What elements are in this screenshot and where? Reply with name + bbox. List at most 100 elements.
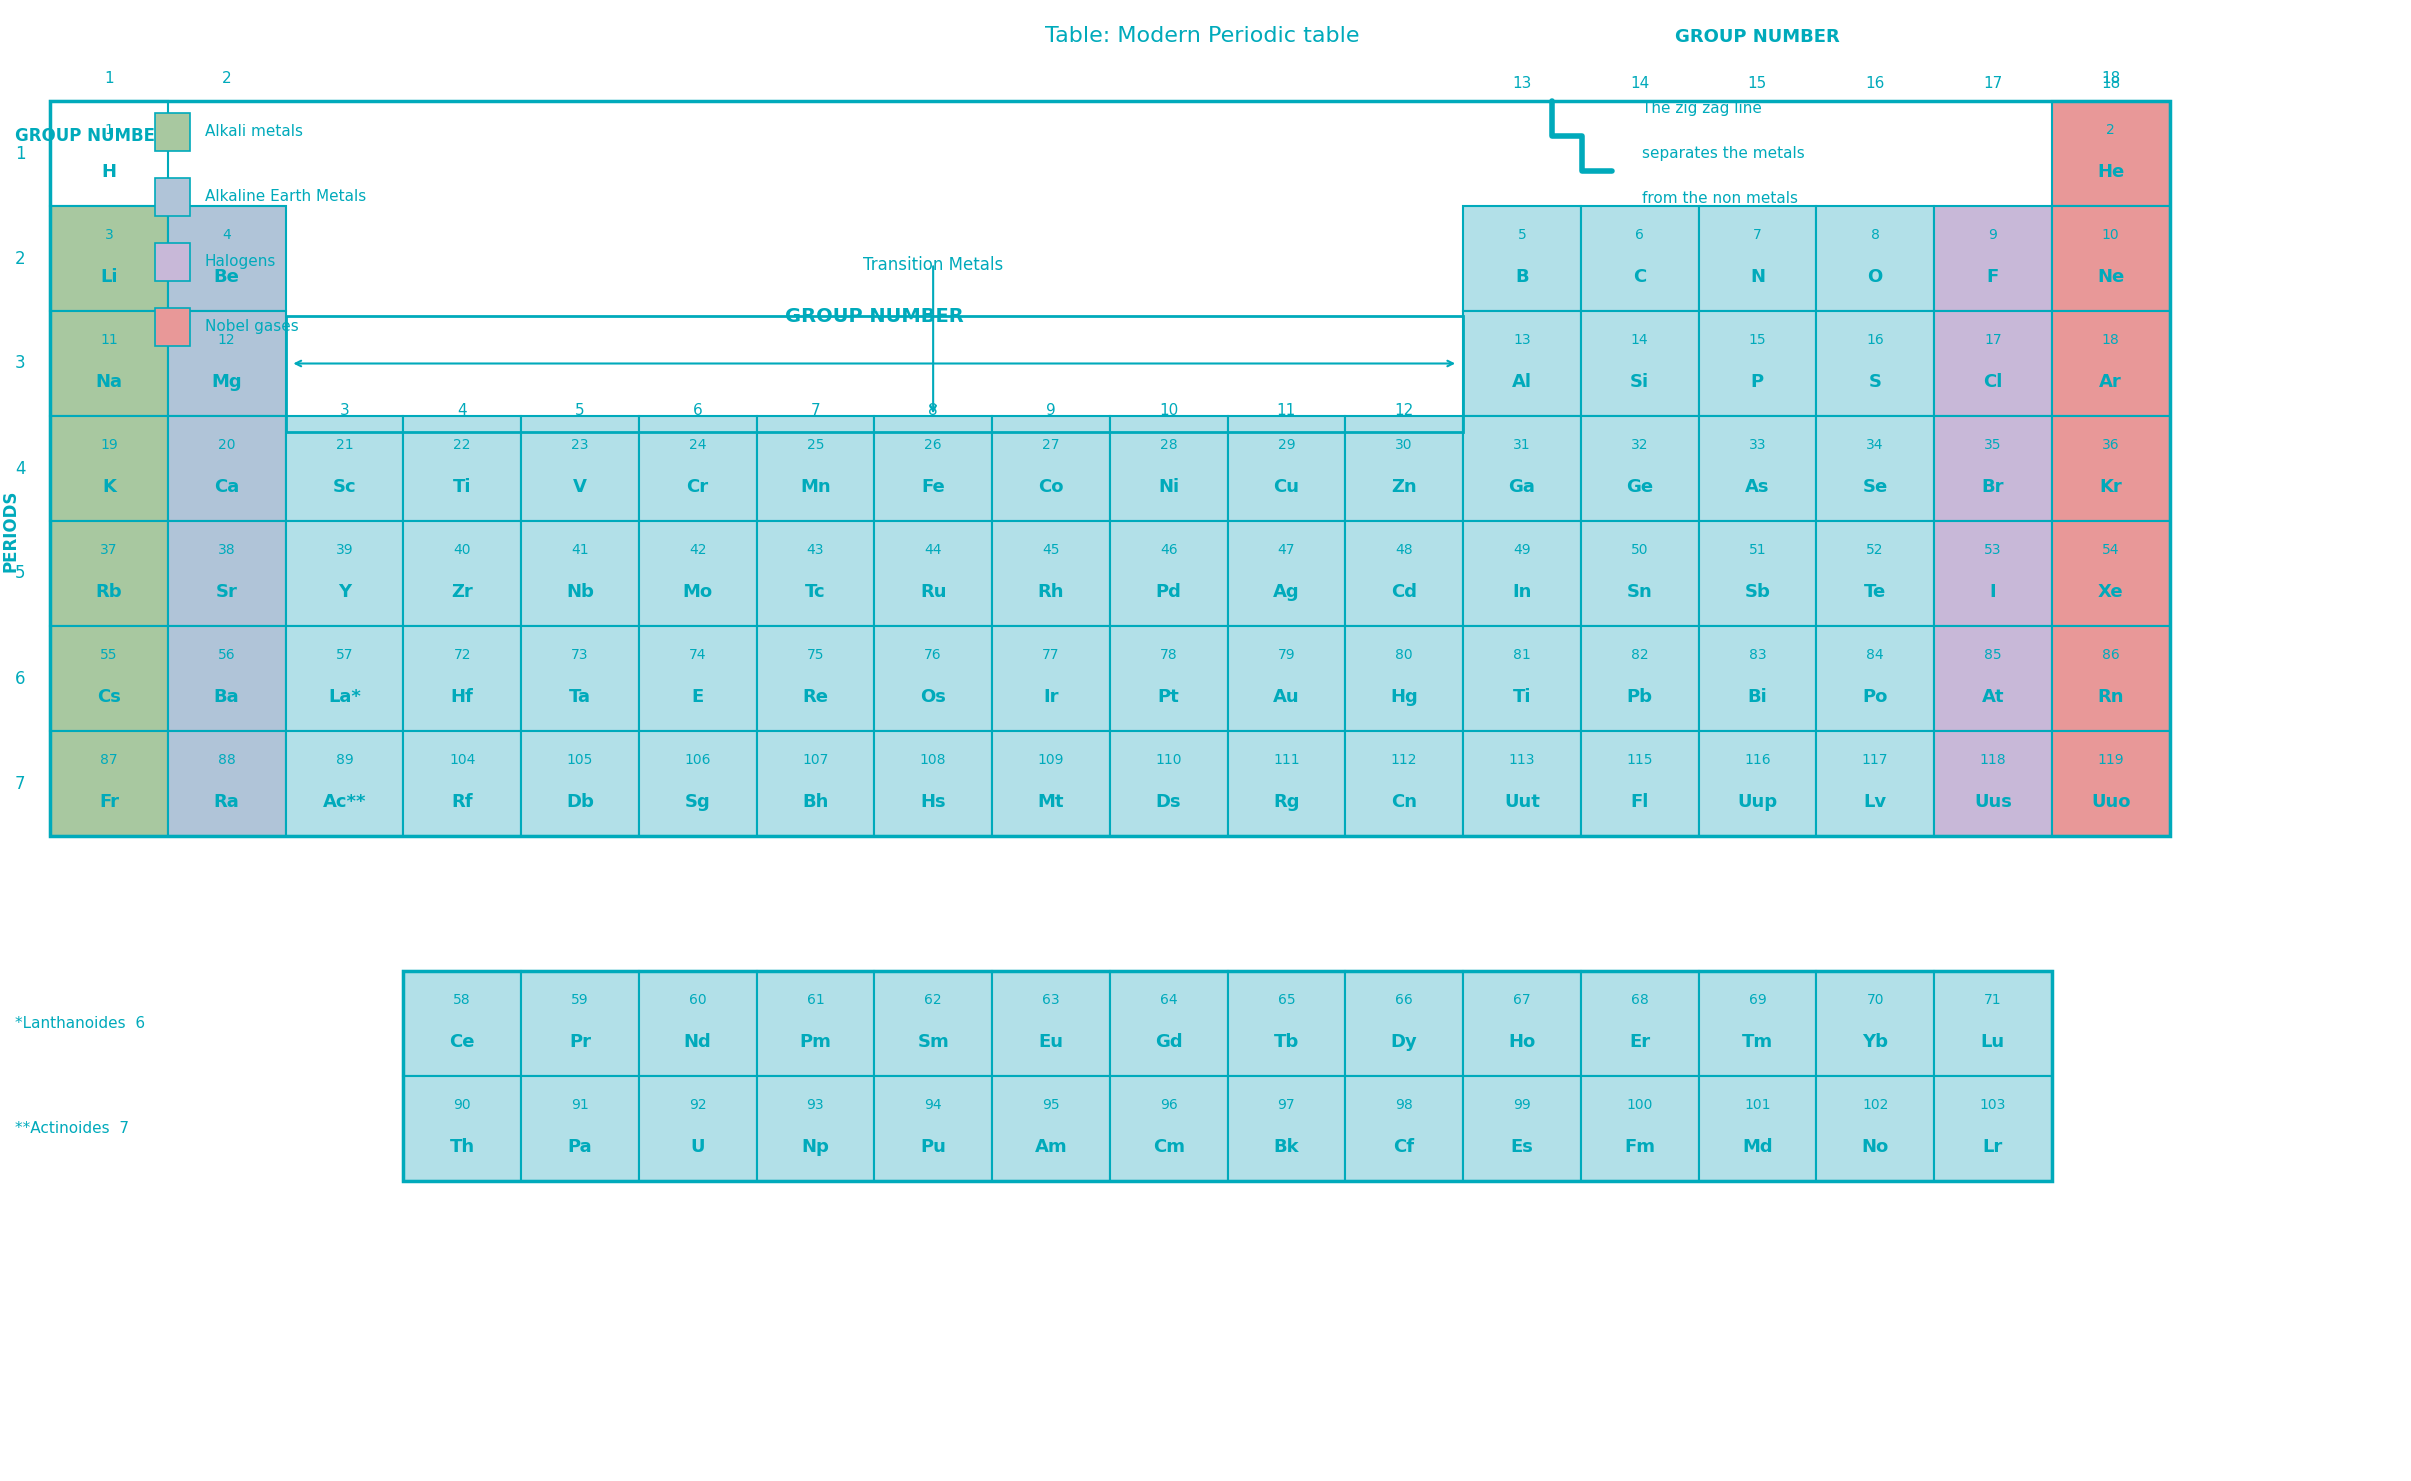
FancyBboxPatch shape <box>1934 1077 2052 1180</box>
Text: K: K <box>101 478 116 496</box>
Text: Cm: Cm <box>1152 1139 1184 1157</box>
Text: 30: 30 <box>1396 438 1413 452</box>
FancyBboxPatch shape <box>991 972 1109 1077</box>
FancyBboxPatch shape <box>1109 732 1227 835</box>
Text: 4: 4 <box>14 459 27 477</box>
Text: Sg: Sg <box>685 794 711 812</box>
FancyBboxPatch shape <box>403 626 521 732</box>
Text: Ho: Ho <box>1509 1034 1536 1052</box>
Text: 96: 96 <box>1160 1099 1177 1112</box>
Text: Alkali metals: Alkali metals <box>205 123 304 139</box>
Text: 6: 6 <box>1635 228 1644 243</box>
FancyBboxPatch shape <box>169 626 284 732</box>
Text: separates the metals: separates the metals <box>1642 147 1803 161</box>
Text: As: As <box>1746 478 1770 496</box>
Text: 61: 61 <box>808 994 825 1007</box>
Text: 21: 21 <box>335 438 354 452</box>
Text: 16: 16 <box>1866 76 1885 90</box>
Text: Cl: Cl <box>1984 373 2004 391</box>
Text: 15: 15 <box>1748 76 1767 90</box>
Text: 22: 22 <box>453 438 470 452</box>
FancyBboxPatch shape <box>757 972 875 1077</box>
Text: Zn: Zn <box>1391 478 1418 496</box>
Text: 97: 97 <box>1278 1099 1295 1112</box>
Text: La*: La* <box>328 689 362 706</box>
FancyBboxPatch shape <box>169 416 284 521</box>
Text: 43: 43 <box>808 544 825 557</box>
FancyBboxPatch shape <box>1345 521 1463 626</box>
FancyBboxPatch shape <box>1815 311 1934 416</box>
FancyBboxPatch shape <box>521 732 639 835</box>
Text: Sb: Sb <box>1746 584 1770 601</box>
Text: 90: 90 <box>453 1099 470 1112</box>
FancyBboxPatch shape <box>757 1077 875 1180</box>
FancyBboxPatch shape <box>1463 1077 1582 1180</box>
Text: Ca: Ca <box>215 478 239 496</box>
Text: 73: 73 <box>571 649 588 662</box>
Text: 92: 92 <box>690 1099 706 1112</box>
FancyBboxPatch shape <box>1934 416 2052 521</box>
Text: Table: Modern Periodic table: Table: Modern Periodic table <box>1046 27 1360 46</box>
Text: 79: 79 <box>1278 649 1295 662</box>
Text: E: E <box>692 689 704 706</box>
Text: Ne: Ne <box>2098 268 2124 286</box>
FancyBboxPatch shape <box>51 311 169 416</box>
Text: Ar: Ar <box>2100 373 2122 391</box>
Text: 46: 46 <box>1160 544 1177 557</box>
Text: 9: 9 <box>1046 403 1056 418</box>
Text: 53: 53 <box>1984 544 2001 557</box>
Text: Alkaline Earth Metals: Alkaline Earth Metals <box>205 188 366 203</box>
Text: 25: 25 <box>808 438 825 452</box>
Text: 37: 37 <box>101 544 118 557</box>
FancyBboxPatch shape <box>403 416 521 521</box>
Text: 27: 27 <box>1042 438 1061 452</box>
Text: 3: 3 <box>104 228 113 243</box>
Text: Se: Se <box>1864 478 1888 496</box>
Text: Uuo: Uuo <box>2090 794 2131 812</box>
FancyBboxPatch shape <box>1934 972 2052 1077</box>
FancyBboxPatch shape <box>1109 972 1227 1077</box>
Text: Rf: Rf <box>451 794 473 812</box>
Text: C: C <box>1632 268 1647 286</box>
Text: 13: 13 <box>1514 333 1531 348</box>
Text: 95: 95 <box>1042 1099 1061 1112</box>
Text: Tb: Tb <box>1273 1034 1300 1052</box>
FancyBboxPatch shape <box>1697 311 1815 416</box>
Text: 60: 60 <box>690 994 706 1007</box>
FancyBboxPatch shape <box>1345 416 1463 521</box>
FancyBboxPatch shape <box>1227 972 1345 1077</box>
FancyBboxPatch shape <box>154 243 190 281</box>
FancyBboxPatch shape <box>169 732 284 835</box>
Text: 116: 116 <box>1743 754 1770 767</box>
FancyBboxPatch shape <box>1345 626 1463 732</box>
Text: Ac**: Ac** <box>323 794 366 812</box>
FancyBboxPatch shape <box>1227 521 1345 626</box>
Text: 20: 20 <box>217 438 236 452</box>
Text: Pu: Pu <box>921 1139 945 1157</box>
Text: Ir: Ir <box>1044 689 1058 706</box>
FancyBboxPatch shape <box>284 626 403 732</box>
Text: 65: 65 <box>1278 994 1295 1007</box>
FancyBboxPatch shape <box>403 732 521 835</box>
FancyBboxPatch shape <box>991 416 1109 521</box>
Text: Al: Al <box>1512 373 1531 391</box>
Text: 109: 109 <box>1037 754 1063 767</box>
Text: Hs: Hs <box>921 794 945 812</box>
Text: 11: 11 <box>99 333 118 348</box>
Text: 118: 118 <box>1979 754 2006 767</box>
Text: Mo: Mo <box>682 584 714 601</box>
Text: Pm: Pm <box>800 1034 832 1052</box>
Text: 106: 106 <box>685 754 711 767</box>
FancyBboxPatch shape <box>757 732 875 835</box>
Text: 39: 39 <box>335 544 354 557</box>
FancyBboxPatch shape <box>1815 521 1934 626</box>
Text: 42: 42 <box>690 544 706 557</box>
Text: Np: Np <box>800 1139 829 1157</box>
Text: 1: 1 <box>104 123 113 138</box>
FancyBboxPatch shape <box>403 972 521 1077</box>
FancyBboxPatch shape <box>1697 972 1815 1077</box>
Text: Er: Er <box>1630 1034 1649 1052</box>
FancyBboxPatch shape <box>1463 416 1582 521</box>
FancyBboxPatch shape <box>875 626 991 732</box>
Text: 86: 86 <box>2102 649 2119 662</box>
